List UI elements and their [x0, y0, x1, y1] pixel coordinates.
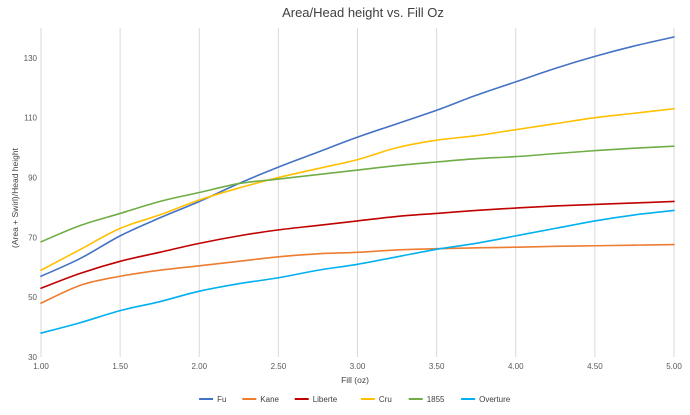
chart-title: Area/Head height vs. Fill Oz [282, 5, 444, 20]
y-tick-label: 70 [28, 233, 37, 242]
x-tick-label: 1.00 [33, 362, 49, 371]
series-line-fu [40, 36, 675, 278]
legend-item-liberte: Liberte [294, 395, 338, 404]
y-tick-label: 30 [28, 353, 37, 362]
x-tick-label: 5.00 [666, 362, 682, 371]
legend-item-cru: Cru [360, 395, 392, 404]
series-line-cru [40, 107, 675, 272]
x-tick-label: 4.50 [587, 362, 603, 371]
legend-label: Liberte [313, 395, 338, 404]
legend-label: Fu [217, 395, 226, 404]
x-tick-label: 4.00 [508, 362, 524, 371]
series-line-1855 [40, 145, 675, 243]
series-line-liberte [40, 200, 675, 290]
y-tick-label: 130 [24, 54, 38, 63]
gridlines [40, 28, 675, 357]
y-tick-label: 90 [28, 174, 37, 183]
y-axis-ticks: 30 50 70 90 110 130 [24, 54, 38, 362]
x-tick-label: 1.50 [112, 362, 128, 371]
legend-label: Cru [379, 395, 392, 404]
x-axis-ticks: 1.00 1.50 2.00 2.50 3.00 3.50 4.00 4.50 5.00 [33, 362, 682, 371]
series-lines [40, 36, 675, 334]
x-axis-label: Fill (oz) [341, 375, 369, 385]
x-tick-label: 3.00 [350, 362, 366, 371]
series-line-overture [40, 209, 675, 334]
legend-item-overture: Overture [461, 395, 511, 404]
x-tick-label: 3.50 [429, 362, 445, 371]
x-tick-label: 2.50 [271, 362, 287, 371]
legend: Fu Kane Liberte Cru 1855 Overture [199, 395, 511, 404]
legend-label: Overture [479, 395, 511, 404]
legend-label: 1855 [427, 395, 445, 404]
legend-item-1855: 1855 [408, 395, 445, 404]
series-line-kane [40, 243, 675, 304]
y-axis-label: (Area + Swirl)/Head height [10, 147, 20, 248]
legend-label: Kane [260, 395, 279, 404]
y-tick-label: 50 [28, 293, 37, 302]
legend-item-kane: Kane [242, 395, 280, 404]
x-tick-label: 2.00 [191, 362, 207, 371]
y-tick-label: 110 [24, 114, 37, 123]
legend-item-fu: Fu [199, 395, 226, 404]
